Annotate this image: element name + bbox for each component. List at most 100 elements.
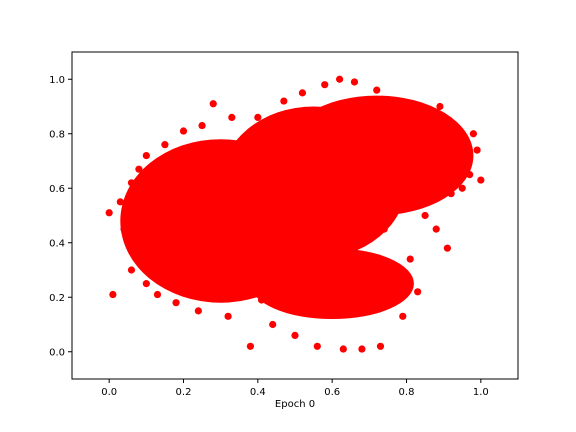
x-tick-label: 0.8 [399, 387, 415, 398]
y-tick-label: 1.0 [49, 75, 65, 86]
point-cluster-1 [250, 248, 414, 320]
data-point [402, 121, 411, 130]
data-point [198, 121, 206, 130]
data-point [116, 198, 124, 206]
point-cluster-3 [220, 106, 407, 260]
data-point [395, 198, 403, 206]
data-point [358, 345, 366, 353]
data-points [105, 75, 485, 353]
data-point [432, 225, 440, 233]
data-point [362, 108, 370, 116]
data-point [254, 113, 262, 121]
data-point [458, 184, 466, 192]
data-point [477, 176, 485, 184]
data-point [142, 280, 150, 288]
data-point [317, 195, 325, 203]
x-axis-label: Epoch 0 [275, 399, 315, 410]
data-point [127, 179, 136, 187]
data-point [421, 211, 429, 220]
data-point [161, 141, 169, 149]
data-point [105, 209, 113, 217]
data-point [127, 266, 136, 274]
data-point [406, 255, 414, 263]
data-point [153, 290, 162, 299]
data-point [276, 247, 284, 255]
data-point [228, 113, 236, 121]
data-point [120, 225, 128, 233]
data-point [417, 108, 425, 116]
data-point [150, 190, 158, 198]
y-tick-label: 0.0 [49, 347, 65, 358]
data-point [332, 241, 340, 250]
data-point [343, 141, 351, 149]
data-point [466, 171, 474, 179]
data-point [302, 157, 310, 165]
data-point [187, 252, 195, 260]
data-point [183, 173, 191, 181]
data-point [384, 135, 392, 143]
data-point [399, 312, 407, 320]
data-point [350, 78, 359, 86]
data-point [224, 312, 232, 320]
data-point [414, 288, 422, 296]
data-point [179, 127, 188, 135]
data-point [283, 179, 292, 187]
point-cloud [120, 95, 474, 320]
data-point [454, 168, 463, 176]
data-point [380, 225, 388, 233]
data-point [309, 116, 318, 124]
data-point [451, 135, 459, 143]
data-point [172, 299, 180, 307]
data-point [109, 290, 117, 299]
data-point [462, 149, 470, 157]
data-point [321, 81, 329, 89]
y-axis-ticks: 0.0 0.2 0.4 0.6 0.8 1.0 [49, 75, 72, 358]
data-point [280, 97, 288, 105]
data-point [246, 181, 254, 190]
data-point [440, 157, 448, 165]
data-point [194, 307, 202, 315]
data-point [425, 135, 433, 143]
data-point [142, 151, 150, 160]
data-point [373, 86, 381, 94]
data-point [339, 345, 347, 353]
data-point [313, 342, 321, 350]
data-point [336, 75, 344, 83]
data-point [291, 331, 299, 339]
data-point [473, 146, 481, 154]
data-point [295, 217, 303, 225]
x-tick-label: 1.0 [473, 387, 489, 398]
data-point [369, 179, 377, 187]
x-tick-label: 0.4 [250, 387, 266, 398]
data-point [328, 173, 336, 181]
data-point [324, 310, 333, 318]
data-point [269, 320, 277, 329]
data-point [376, 342, 385, 350]
data-point [165, 230, 173, 239]
x-tick-label: 0.6 [324, 387, 340, 398]
x-tick-label: 0.2 [176, 387, 192, 398]
y-tick-label: 0.4 [49, 238, 65, 249]
data-point [217, 151, 225, 160]
data-point [388, 274, 396, 282]
data-point [447, 190, 455, 198]
y-tick-label: 0.2 [49, 293, 65, 304]
data-point [428, 179, 437, 187]
data-point [391, 97, 399, 105]
data-point [443, 244, 451, 252]
data-point [306, 266, 314, 274]
y-tick-label: 0.6 [49, 184, 65, 195]
data-point [239, 266, 247, 274]
data-point [261, 201, 269, 209]
data-point [257, 296, 266, 304]
data-point [209, 100, 217, 108]
x-axis-ticks: 0.0 0.2 0.4 0.6 0.8 1.0 [101, 379, 489, 398]
x-tick-label: 0.0 [101, 387, 117, 398]
data-point [272, 138, 281, 146]
data-point [436, 102, 444, 111]
data-point [365, 304, 373, 312]
data-point [287, 285, 295, 293]
data-point [135, 165, 143, 173]
data-point [235, 228, 243, 236]
